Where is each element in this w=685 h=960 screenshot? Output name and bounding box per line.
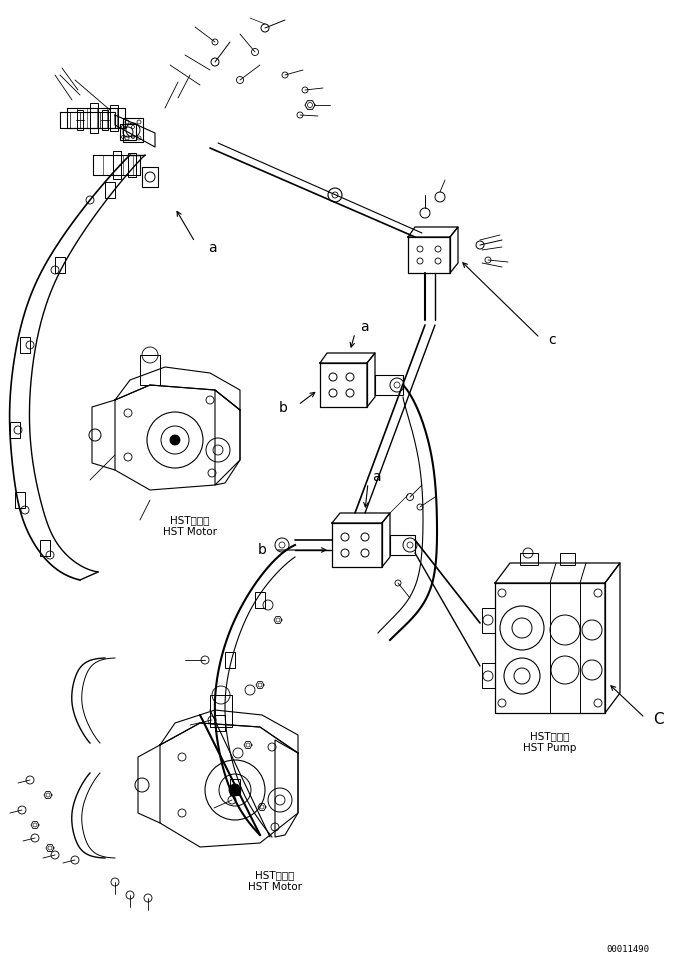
Text: C: C <box>653 712 664 728</box>
Text: a: a <box>372 470 381 484</box>
Bar <box>140 355 160 385</box>
Bar <box>520 553 538 565</box>
Bar <box>128 153 136 177</box>
Circle shape <box>229 784 241 796</box>
Text: HST Motor: HST Motor <box>248 882 302 892</box>
Bar <box>40 540 50 556</box>
Text: HSTモータ: HSTモータ <box>171 515 210 525</box>
Bar <box>110 105 118 131</box>
Text: HST Pump: HST Pump <box>523 743 577 753</box>
Text: 00011490: 00011490 <box>606 946 649 954</box>
Bar <box>105 182 115 198</box>
Text: HSTモータ: HSTモータ <box>256 870 295 880</box>
Bar <box>20 337 30 353</box>
Circle shape <box>170 435 180 445</box>
Text: a: a <box>360 320 369 334</box>
Bar <box>113 151 121 179</box>
Text: b: b <box>279 401 288 415</box>
Text: HSTポンプ: HSTポンプ <box>530 731 570 741</box>
Bar <box>225 652 235 668</box>
Bar <box>375 375 403 395</box>
Text: c: c <box>548 333 556 347</box>
Bar <box>390 535 415 555</box>
Bar <box>102 110 108 130</box>
Bar <box>230 779 240 795</box>
Bar <box>215 715 225 731</box>
Bar <box>77 110 83 130</box>
Bar <box>560 553 575 565</box>
Bar <box>482 663 495 688</box>
Bar <box>482 608 495 633</box>
Text: a: a <box>208 241 216 255</box>
Bar <box>55 257 65 273</box>
Bar <box>210 695 232 727</box>
Bar <box>90 103 98 133</box>
Bar <box>10 422 20 438</box>
Bar <box>123 118 143 142</box>
Bar <box>120 124 136 140</box>
Bar <box>142 167 158 187</box>
Bar <box>15 492 25 508</box>
Text: HST Motor: HST Motor <box>163 527 217 537</box>
Text: b: b <box>258 543 267 557</box>
Bar <box>255 592 265 608</box>
